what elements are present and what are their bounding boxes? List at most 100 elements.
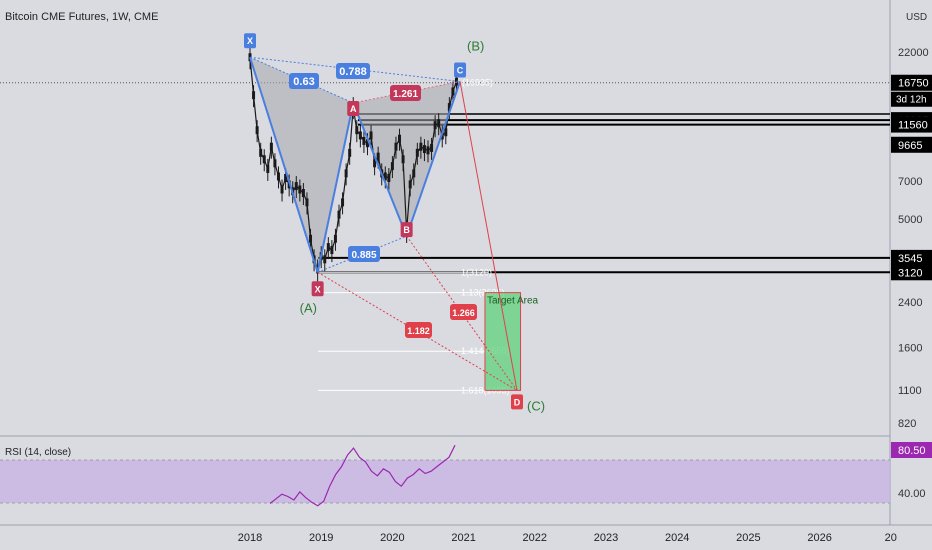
time-tick-0: 2018	[238, 532, 262, 544]
price-tag-bg-1	[891, 74, 932, 91]
price-tag-bg-3	[891, 116, 932, 133]
time-tick-3: 2021	[451, 532, 475, 544]
candle-body-35	[373, 159, 377, 168]
candle-body-27	[344, 169, 348, 178]
ratio-bd-box[interactable]	[450, 304, 477, 320]
price-tick-10: 1600	[898, 343, 922, 355]
projection-cd[interactable]	[459, 81, 518, 391]
rsi-label: RSI (14, close)	[5, 447, 71, 458]
countdown-label: 3d 12h	[896, 95, 927, 106]
price-tick-12: 820	[898, 418, 916, 430]
candle-body-6	[269, 142, 273, 151]
candle-body-14	[298, 185, 302, 194]
candle-body-25	[337, 210, 341, 219]
target-area-box[interactable]	[484, 292, 522, 391]
candle-body-2	[255, 126, 259, 135]
candle-body-43	[401, 155, 405, 164]
time-tick-4: 2022	[523, 532, 547, 544]
pattern-leg-1[interactable]	[316, 102, 355, 273]
price-tick-7: 3545	[898, 253, 922, 265]
ratio-xa-text: 0.63	[293, 76, 314, 88]
point-d-marker[interactable]	[511, 394, 523, 410]
candle-body-38	[383, 172, 387, 181]
price-tick-8: 3120	[898, 267, 922, 279]
candle-body-21	[323, 255, 327, 264]
time-tick-1: 2019	[309, 532, 333, 544]
candle-body-16	[305, 198, 309, 207]
candle-body-7	[273, 159, 277, 168]
candle-body-46	[412, 169, 416, 178]
pattern-triangle-right	[353, 81, 461, 237]
candle-body-1	[252, 91, 256, 100]
candle-body-28	[348, 148, 352, 157]
rsi-value-bg	[891, 442, 932, 458]
pattern-leg-2[interactable]	[352, 102, 408, 237]
ratio-xd-text: 1.182	[407, 326, 430, 336]
candle-body-49	[422, 145, 426, 154]
candle-body-8	[276, 172, 280, 181]
candle-body-33	[365, 139, 369, 148]
ratio-xb-box[interactable]	[348, 246, 380, 262]
candle-body-47	[415, 148, 419, 157]
candle-body-5	[266, 164, 270, 173]
time-tick-8: 2026	[807, 532, 831, 544]
candle-body-23	[330, 246, 334, 255]
time-tick-2: 2020	[380, 532, 404, 544]
price-tick-0: 22000	[898, 47, 929, 59]
candle-body-32	[362, 136, 366, 145]
point-b-marker[interactable]	[400, 222, 413, 238]
candle-body-39	[387, 173, 391, 182]
pattern-leg-3[interactable]	[405, 81, 461, 237]
candle-body-40	[390, 162, 394, 171]
candle-body-3	[259, 148, 263, 157]
pattern-leg-0[interactable]	[249, 56, 319, 273]
ratio-xa-box[interactable]	[289, 73, 319, 89]
candle-body-42	[398, 134, 402, 143]
ratio-ac-text: 0.788	[339, 66, 367, 78]
price-tick-6: 5000	[898, 214, 922, 226]
ratio-bc-box[interactable]	[390, 85, 421, 101]
ratio-bd-text: 1.266	[452, 308, 475, 318]
currency-label: USD	[906, 12, 927, 23]
target-area-label: Target Area	[487, 296, 539, 307]
point-d-label: D	[514, 397, 521, 407]
rsi-tick-0: 40.00	[898, 488, 926, 500]
price-tick-4: 9665	[898, 140, 922, 152]
point-x-top-marker[interactable]	[244, 33, 256, 49]
candle-body-15	[301, 189, 305, 198]
fib-label-1: 1.13(2605)	[461, 288, 505, 298]
point-x-bottom-marker[interactable]	[311, 281, 324, 297]
candle-body-13	[294, 182, 298, 191]
candle-body-56	[447, 103, 451, 112]
point-c-marker[interactable]	[454, 62, 467, 78]
point-x-bottom-label: X	[315, 284, 321, 294]
candle-body-24	[333, 234, 337, 243]
ratio-xb-text: 0.885	[351, 250, 376, 261]
candle-body-36	[376, 152, 380, 161]
candle-body-50	[426, 146, 430, 155]
candle-body-41	[394, 142, 398, 151]
countdown-bg	[891, 91, 932, 107]
rsi-series[interactable]	[269, 444, 456, 507]
wave-c-label: (C)	[527, 398, 545, 413]
rsi-value: 80.50	[898, 445, 926, 457]
price-tick-1: 16750	[898, 78, 929, 90]
candle-body-57	[451, 87, 455, 96]
candle-body-48	[419, 142, 423, 151]
wave-b-label: (B)	[467, 39, 484, 54]
ratio-xd-box[interactable]	[405, 322, 432, 338]
point-a-marker[interactable]	[347, 100, 360, 116]
candle-body-17	[309, 234, 313, 243]
candle-body-9	[280, 185, 284, 194]
point-a-label: A	[350, 104, 357, 114]
price-tick-5: 7000	[898, 176, 922, 188]
wave-a-label: (A)	[300, 300, 317, 315]
ratio-ac-box[interactable]	[336, 63, 370, 79]
time-tick-6: 2024	[665, 532, 689, 544]
price-tick-9: 2400	[898, 297, 922, 309]
price-tick-3: 11560	[898, 120, 928, 132]
price-tag-bg-4	[891, 136, 932, 153]
time-tick-7: 2025	[736, 532, 760, 544]
